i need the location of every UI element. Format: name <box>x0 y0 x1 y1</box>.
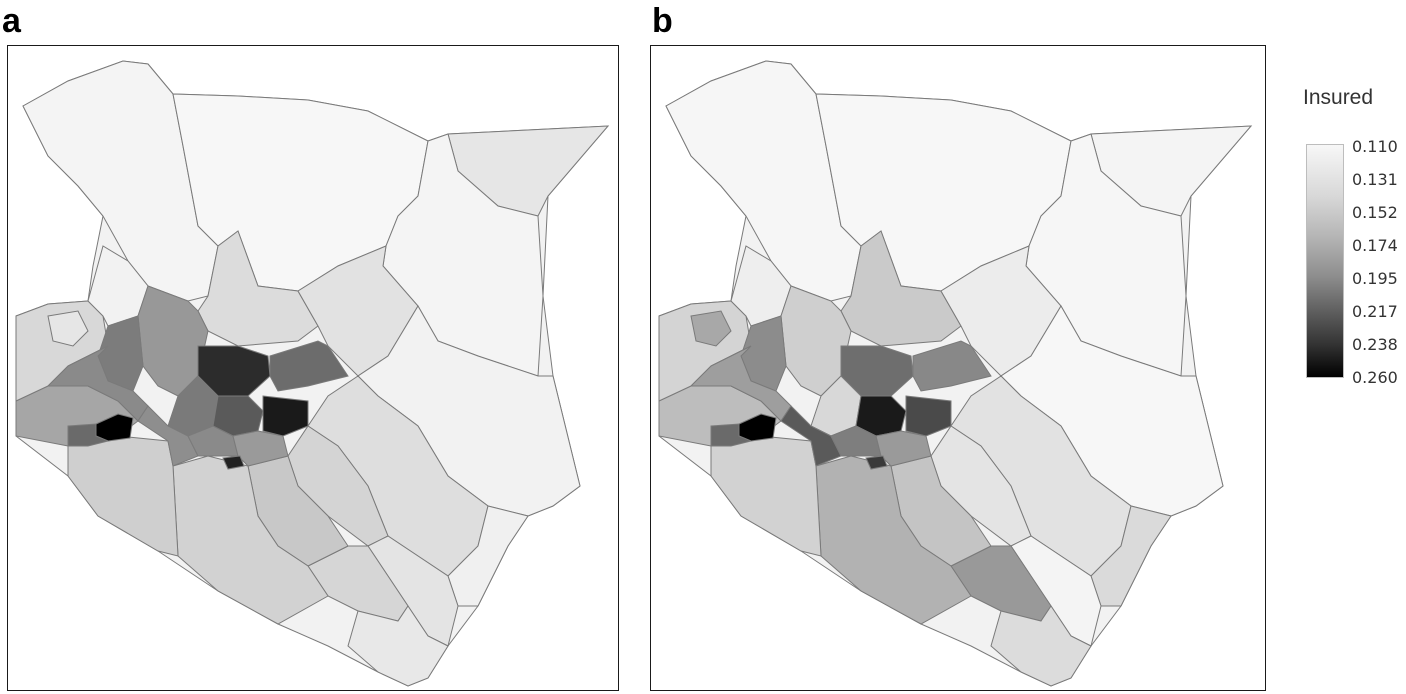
legend: Insured 0.110 0.131 0.152 0.174 0.195 0.… <box>1300 86 1406 406</box>
kenya-map-a <box>15 60 610 687</box>
kenya-map-b <box>658 60 1253 687</box>
region-narok <box>710 435 822 557</box>
legend-label: 0.110 <box>1352 137 1398 156</box>
legend-label: 0.217 <box>1352 302 1398 321</box>
region-samburu <box>197 230 319 347</box>
panel-letter-a: a <box>2 2 21 40</box>
region-nairobi <box>222 455 245 470</box>
region-kwale <box>990 605 1092 687</box>
map-panel-b <box>650 45 1266 691</box>
region-lamu <box>1090 505 1172 607</box>
region-lamu <box>447 505 529 607</box>
region-narok <box>67 435 179 557</box>
legend-label: 0.174 <box>1352 236 1398 255</box>
region-tharaka <box>905 395 952 437</box>
legend-label: 0.131 <box>1352 170 1398 189</box>
region-kisii <box>67 423 110 447</box>
legend-label: 0.260 <box>1352 368 1398 387</box>
region-meru <box>269 340 349 392</box>
region-trans-nzoia <box>690 310 732 347</box>
region-trans-nzoia <box>47 310 89 347</box>
region-nakuru <box>780 405 842 467</box>
region-meru <box>912 340 992 392</box>
region-kisii <box>710 423 753 447</box>
region-tharaka <box>262 395 309 437</box>
legend-label: 0.152 <box>1352 203 1398 222</box>
region-nakuru <box>137 405 199 467</box>
legend-label: 0.238 <box>1352 335 1398 354</box>
region-nairobi <box>865 455 888 470</box>
map-panel-a <box>7 45 619 691</box>
legend-label: 0.195 <box>1352 269 1398 288</box>
legend-title: Insured <box>1303 86 1374 109</box>
legend-color-bar <box>1306 144 1344 378</box>
region-kwale <box>347 605 449 687</box>
panel-letter-b: b <box>652 2 673 40</box>
region-samburu <box>840 230 962 347</box>
